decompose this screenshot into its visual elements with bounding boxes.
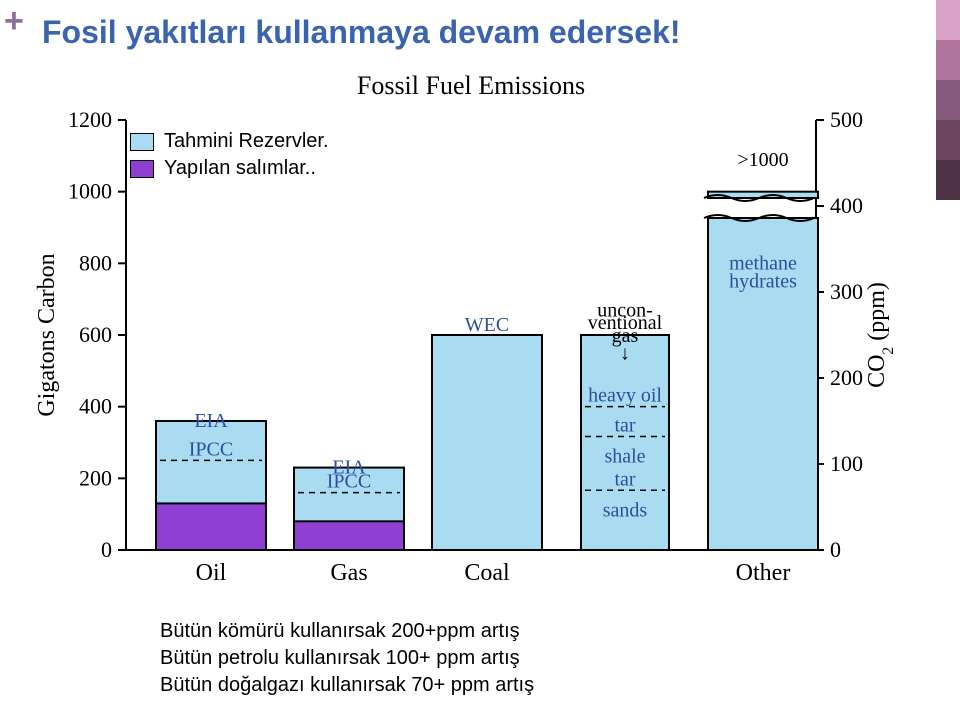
svg-text:shale: shale	[604, 446, 645, 468]
svg-text:WEC: WEC	[465, 314, 509, 336]
legend-label-reserves: Tahmini Rezervler.	[164, 130, 329, 153]
slide-title: Fosil yakıtları kullanmaya devam edersek…	[42, 14, 681, 51]
conclusion-line-1: Bütün kömürü kullanırsak 200+ppm artış	[160, 618, 534, 645]
legend-label-emissions: Yapılan salımlar..	[164, 157, 316, 180]
sidebar-seg	[936, 40, 960, 80]
legend-swatch-reserves	[130, 133, 154, 151]
sidebar-seg	[936, 160, 960, 200]
svg-text:sands: sands	[603, 499, 648, 521]
svg-text:CO2 (ppm): CO2 (ppm)	[864, 282, 897, 388]
sidebar-decoration	[936, 0, 960, 200]
svg-text:200: 200	[830, 365, 863, 390]
svg-text:IPCC: IPCC	[327, 471, 371, 493]
svg-text:1200: 1200	[68, 107, 112, 132]
sidebar-seg	[936, 120, 960, 160]
sidebar-seg	[936, 0, 960, 40]
sidebar-seg	[936, 80, 960, 120]
svg-text:Oil: Oil	[196, 560, 227, 586]
legend-swatch-emissions	[130, 160, 154, 178]
svg-text:tar: tar	[614, 468, 635, 490]
conclusion-line-3: Bütün doğalgazı kullanırsak 70+ ppm artı…	[160, 672, 534, 699]
svg-text:>1000: >1000	[737, 149, 788, 171]
svg-text:400: 400	[830, 193, 863, 218]
svg-text:EIA: EIA	[194, 410, 228, 432]
svg-text:↓: ↓	[620, 343, 630, 365]
svg-text:Gigatons Carbon: Gigatons Carbon	[34, 253, 60, 416]
svg-text:1000: 1000	[68, 179, 112, 204]
svg-text:Other: Other	[736, 560, 791, 586]
svg-text:IPCC: IPCC	[189, 438, 233, 460]
svg-text:200: 200	[79, 465, 112, 490]
svg-text:100: 100	[830, 451, 863, 476]
svg-text:Coal: Coal	[464, 560, 510, 586]
svg-text:600: 600	[79, 322, 112, 347]
svg-text:Gas: Gas	[330, 560, 367, 586]
svg-text:Fossil Fuel Emissions: Fossil Fuel Emissions	[357, 71, 585, 100]
svg-text:300: 300	[830, 279, 863, 304]
legend-reserves: Tahmini Rezervler.	[130, 130, 329, 153]
svg-text:800: 800	[79, 250, 112, 275]
svg-text:0: 0	[101, 537, 112, 562]
conclusions: Bütün kömürü kullanırsak 200+ppm artış B…	[160, 618, 534, 699]
conclusion-line-2: Bütün petrolu kullanırsak 100+ ppm artış	[160, 645, 534, 672]
chart-legend: Tahmini Rezervler. Yapılan salımlar..	[130, 130, 329, 184]
svg-text:500: 500	[830, 107, 863, 132]
svg-text:hydrates: hydrates	[729, 270, 797, 292]
plus-bullet: +	[4, 2, 24, 41]
svg-text:0: 0	[830, 537, 841, 562]
svg-text:400: 400	[79, 394, 112, 419]
svg-text:heavy oil: heavy oil	[588, 385, 662, 407]
svg-text:tar: tar	[614, 415, 635, 437]
slide: + Fosil yakıtları kullanmaya devam eders…	[0, 0, 960, 727]
legend-emissions: Yapılan salımlar..	[130, 157, 329, 180]
